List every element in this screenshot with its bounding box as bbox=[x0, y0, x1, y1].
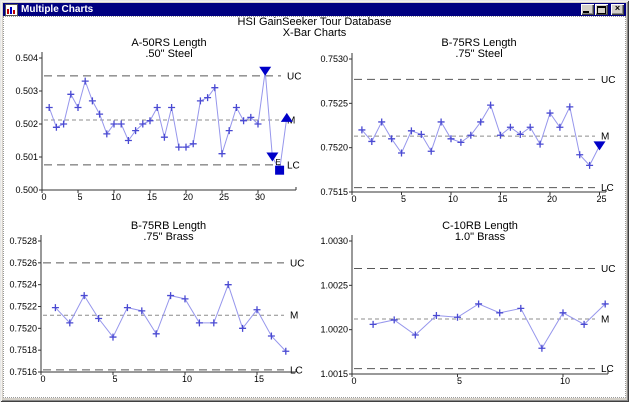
minimize-button[interactable] bbox=[581, 4, 594, 15]
close-icon bbox=[611, 3, 624, 14]
report-subtitle: X-Bar Charts bbox=[282, 27, 347, 39]
window-title: Multiple Charts bbox=[21, 4, 94, 15]
window-controls bbox=[581, 4, 624, 15]
title-bar[interactable]: Multiple Charts bbox=[3, 3, 626, 16]
app-icon-bar bbox=[7, 8, 9, 14]
chart-panel bbox=[3, 16, 626, 398]
app-icon-bar bbox=[13, 9, 15, 14]
maximize-button[interactable] bbox=[595, 4, 608, 15]
close-button[interactable] bbox=[611, 4, 624, 15]
maximize-icon bbox=[597, 6, 606, 14]
minimize-icon bbox=[583, 11, 589, 13]
report-title: HSI GainSeeker Tour Database bbox=[237, 16, 392, 28]
app-icon-bar bbox=[10, 6, 12, 14]
app-icon bbox=[5, 3, 18, 16]
